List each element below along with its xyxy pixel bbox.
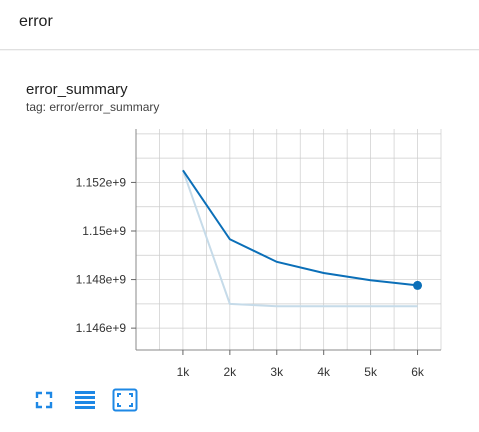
- x-tick-label: 1k: [177, 365, 191, 379]
- series-line: [182, 169, 418, 287]
- card-tag: tag: error/error_summary: [26, 100, 160, 114]
- line-chart[interactable]: 1.146e+9 1.148e+9 1.15e+9 1.152e+9 1k 2k 3k 4k 5…: [0, 51, 479, 432]
- x-tick-label: 6k: [411, 365, 425, 379]
- fit-domain-button[interactable]: [112, 387, 138, 413]
- x-tick-label: 5k: [364, 365, 378, 379]
- fit-domain-icon: [112, 388, 138, 412]
- y-tick-label: 1.152e+9: [76, 175, 127, 189]
- section-title: error: [19, 13, 53, 30]
- x-tick-label: 2k: [224, 365, 238, 379]
- x-tick-label: 3k: [270, 365, 284, 379]
- y-tick-label: 1.146e+9: [76, 321, 127, 335]
- series-last-point: [413, 280, 423, 290]
- y-tick-label: 1.148e+9: [76, 273, 127, 287]
- section-header: error: [0, 0, 479, 50]
- toggle-lines-button[interactable]: [72, 387, 98, 413]
- scalar-card: error_summary tag: error/error_summary 1…: [0, 51, 479, 432]
- y-tick-label: 1.15e+9: [82, 224, 126, 238]
- toggle-lines-icon: [75, 391, 95, 409]
- series-line-raw: [181, 169, 418, 308]
- x-tick-label: 4k: [317, 365, 331, 379]
- fullscreen-button[interactable]: [31, 387, 57, 413]
- fullscreen-icon: [35, 391, 53, 409]
- card-title: error_summary: [26, 81, 128, 98]
